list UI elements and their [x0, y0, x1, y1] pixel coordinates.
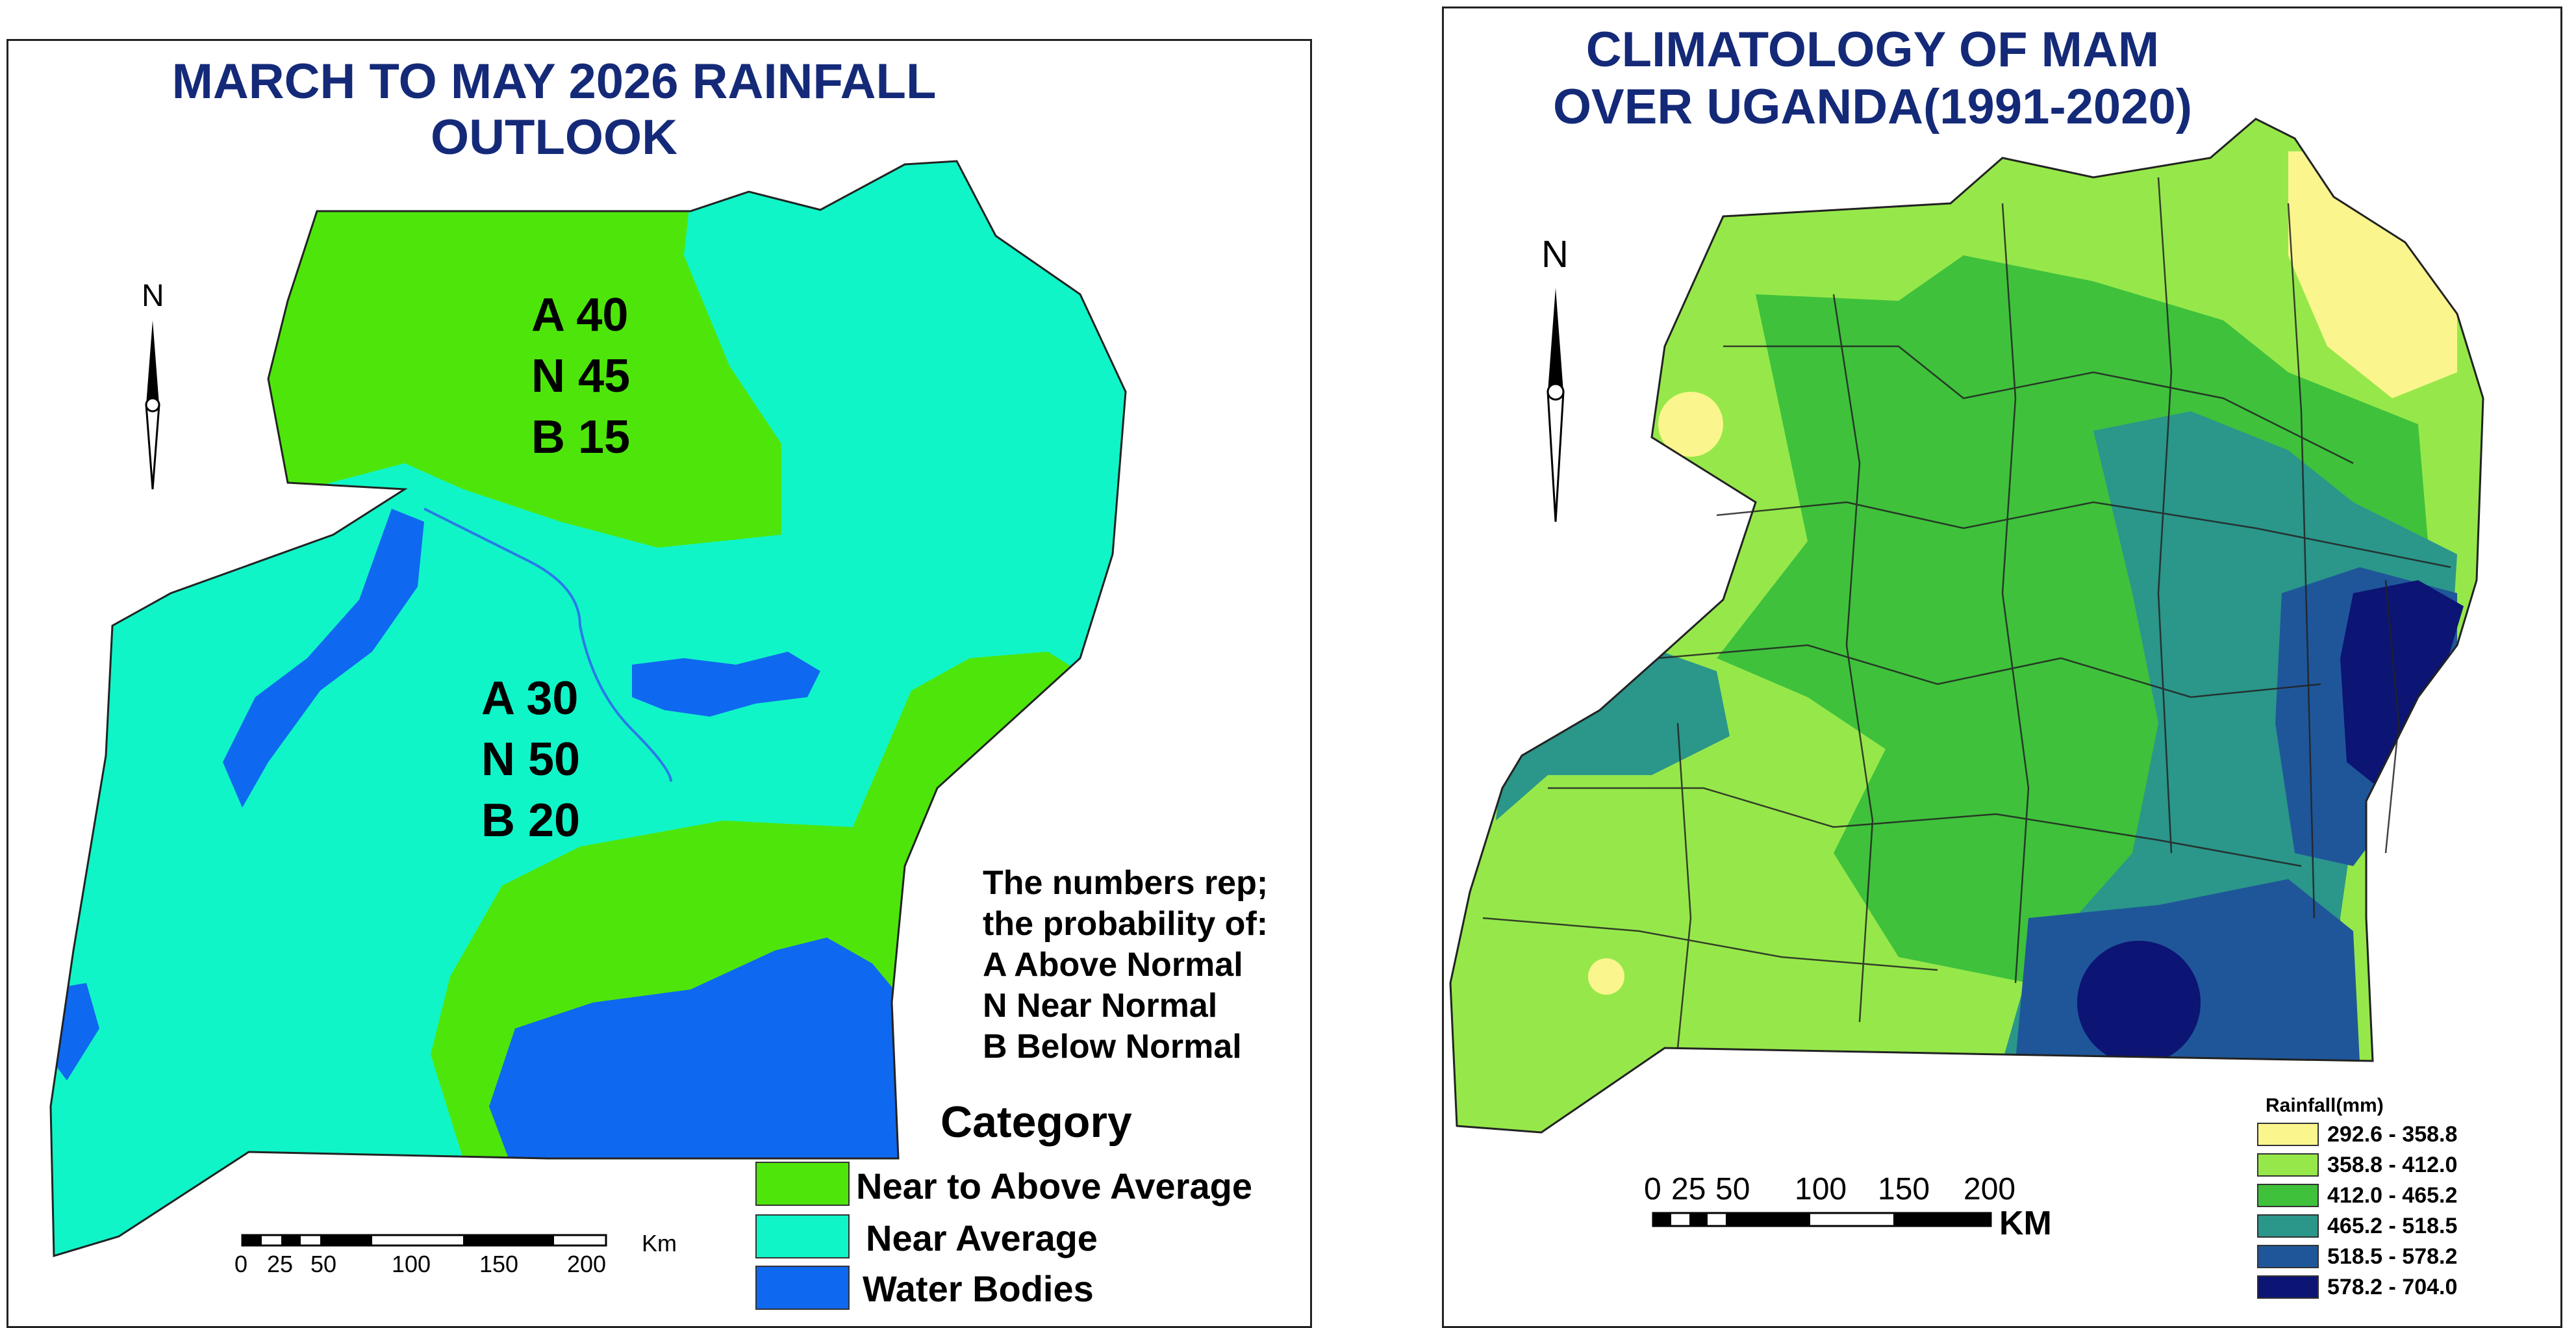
south-prob-near: N 50	[481, 734, 581, 785]
legend-label-292-358: 292.6 - 358.8	[2327, 1122, 2458, 1147]
scale-tick-150: 150	[479, 1251, 519, 1277]
outlook-scale-ticks: 0 25 50 100 150 200	[8, 1251, 658, 1283]
scale-tick-150: 150	[1878, 1172, 1930, 1207]
zone-292-358-northwest	[1658, 392, 1723, 457]
north-near-above-region	[255, 197, 781, 548]
scale-tick-0: 0	[234, 1251, 248, 1277]
scale-tick-200: 200	[567, 1251, 607, 1277]
south-prob-below: B 20	[481, 795, 581, 847]
probability-note: The numbers rep; the probability of: A A…	[983, 863, 1268, 1067]
legend-swatch-412-465	[2257, 1184, 2319, 1207]
south-prob-above: A 30	[481, 672, 579, 724]
south-probability-label: A 30 N 50 B 20	[481, 668, 580, 851]
outlook-map-title: MARCH TO MAY 2026 RAINFALL OUTLOOK	[34, 54, 1074, 166]
legend-label-near-above: Near to Above Average	[856, 1166, 1252, 1207]
climatology-scale-ticks: 0 25 50 100 150 200	[1444, 1171, 2028, 1210]
outlook-title-line2: OUTLOOK	[431, 110, 677, 165]
north-prob-above: A 40	[531, 289, 629, 341]
uganda-outline	[49, 160, 1127, 1258]
north-arrow-icon	[1547, 288, 1565, 522]
note-line-2: the probability of:	[983, 905, 1269, 943]
legend-swatch-358-412	[2257, 1153, 2319, 1177]
legend-swatch-water-bodies	[755, 1266, 850, 1310]
legend-label-near-average: Near Average	[866, 1218, 1098, 1258]
outlook-map-svg	[49, 160, 1127, 1258]
note-line-4: N Near Normal	[983, 987, 1218, 1025]
outlook-scale-unit: Km	[642, 1230, 677, 1257]
scale-tick-50: 50	[310, 1251, 337, 1277]
climatology-title-line2: OVER UGANDA(1991-2020)	[1552, 79, 2193, 134]
climatology-north-label: N	[1541, 233, 1569, 275]
legend-label-518-578: 518.5 - 578.2	[2327, 1244, 2458, 1269]
district-boundaries	[1482, 177, 2451, 1049]
zone-578-704-lake	[2077, 941, 2201, 1064]
rainfall-legend-title: Rainfall(mm)	[2266, 1095, 2384, 1116]
legend-swatch-578-704	[2257, 1275, 2319, 1299]
legend-label-water-bodies: Water Bodies	[863, 1268, 1094, 1309]
outlook-title-line1: MARCH TO MAY 2026 RAINFALL	[171, 54, 937, 109]
note-line-5: B Below Normal	[983, 1028, 1242, 1066]
legend-label-358-412: 358.8 - 412.0	[2327, 1153, 2458, 1177]
scale-tick-50: 50	[1715, 1172, 1750, 1207]
legend-swatch-292-358	[2257, 1123, 2319, 1146]
legend-swatch-near-above	[755, 1162, 850, 1206]
uganda-outline-climatology	[1449, 118, 2484, 1134]
lake-albert	[223, 509, 424, 808]
outlook-map-panel: MARCH TO MAY 2026 RAINFALL OUTLOOK	[6, 39, 1312, 1328]
scale-tick-200: 200	[1964, 1172, 2016, 1207]
climatology-map-svg	[1449, 118, 2484, 1227]
north-arrow-icon	[145, 320, 160, 490]
note-line-3: A Above Normal	[983, 946, 1243, 984]
legend-swatch-518-578	[2257, 1245, 2319, 1268]
legend-label-578-704: 578.2 - 704.0	[2327, 1275, 2458, 1299]
climatology-map-title: CLIMATOLOGY OF MAM OVER UGANDA(1991-2020…	[1483, 21, 2262, 136]
climatology-title-line1: CLIMATOLOGY OF MAM	[1585, 22, 2160, 77]
outlook-north-label: N	[142, 279, 164, 313]
scale-tick-0: 0	[1644, 1172, 1661, 1207]
scale-tick-25: 25	[1671, 1172, 1706, 1207]
outlook-scale-bar	[241, 1234, 607, 1247]
zone-578-704-east	[2340, 580, 2464, 788]
scale-tick-100: 100	[1795, 1172, 1847, 1207]
lake-kyoga	[632, 652, 820, 717]
scale-tick-100: 100	[392, 1251, 431, 1277]
north-probability-label: A 40 N 45 B 15	[531, 285, 630, 468]
climatology-scale-bar	[1652, 1212, 1992, 1227]
zone-292-358-northeast	[2288, 151, 2457, 398]
scale-tick-25: 25	[267, 1251, 294, 1277]
north-prob-below: B 15	[531, 411, 631, 463]
legend-label-412-465: 412.0 - 465.2	[2327, 1183, 2458, 1208]
legend-swatch-465-518	[2257, 1214, 2319, 1238]
category-legend-title: Category	[941, 1097, 1132, 1147]
zone-292-358-southwest	[1588, 958, 1624, 995]
legend-label-465-518: 465.2 - 518.5	[2327, 1214, 2458, 1238]
legend-swatch-near-average	[755, 1214, 850, 1258]
climatology-scale-unit: KM	[1999, 1205, 2052, 1242]
river-nile	[423, 507, 672, 782]
lake-victoria	[489, 938, 911, 1158]
climatology-map-panel: CLIMATOLOGY OF MAM OVER UGANDA(1991-2020…	[1442, 6, 2562, 1328]
north-prob-near: N 45	[531, 350, 631, 402]
note-line-1: The numbers rep;	[983, 864, 1269, 902]
